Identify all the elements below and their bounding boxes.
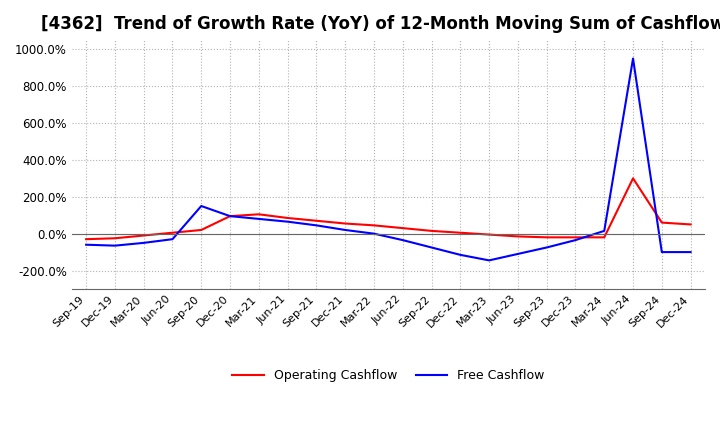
Free Cashflow	[657, 249, 666, 255]
Free Cashflow	[254, 216, 263, 222]
Free Cashflow	[82, 242, 91, 247]
Free Cashflow	[485, 258, 493, 263]
Free Cashflow	[312, 223, 320, 228]
Operating Cashflow	[140, 233, 148, 238]
Free Cashflow	[513, 251, 522, 257]
Operating Cashflow	[686, 222, 695, 227]
Operating Cashflow	[657, 220, 666, 225]
Free Cashflow	[283, 219, 292, 224]
Operating Cashflow	[111, 236, 120, 241]
Operating Cashflow	[254, 212, 263, 217]
Legend: Operating Cashflow, Free Cashflow: Operating Cashflow, Free Cashflow	[228, 364, 549, 387]
Operating Cashflow	[456, 230, 464, 235]
Operating Cashflow	[629, 176, 637, 181]
Operating Cashflow	[168, 230, 177, 235]
Free Cashflow	[398, 238, 407, 243]
Line: Operating Cashflow: Operating Cashflow	[86, 178, 690, 239]
Free Cashflow	[571, 238, 580, 243]
Operating Cashflow	[600, 235, 608, 240]
Operating Cashflow	[369, 223, 378, 228]
Operating Cashflow	[312, 218, 320, 224]
Title: [4362]  Trend of Growth Rate (YoY) of 12-Month Moving Sum of Cashflows: [4362] Trend of Growth Rate (YoY) of 12-…	[41, 15, 720, 33]
Free Cashflow	[226, 213, 235, 219]
Operating Cashflow	[226, 213, 235, 219]
Operating Cashflow	[398, 225, 407, 231]
Free Cashflow	[686, 249, 695, 255]
Free Cashflow	[600, 228, 608, 234]
Free Cashflow	[341, 227, 349, 233]
Line: Free Cashflow: Free Cashflow	[86, 59, 690, 260]
Free Cashflow	[369, 231, 378, 236]
Free Cashflow	[629, 56, 637, 61]
Operating Cashflow	[82, 237, 91, 242]
Operating Cashflow	[571, 235, 580, 240]
Operating Cashflow	[542, 235, 551, 240]
Free Cashflow	[542, 245, 551, 250]
Free Cashflow	[111, 243, 120, 248]
Operating Cashflow	[341, 221, 349, 226]
Free Cashflow	[197, 203, 206, 209]
Free Cashflow	[140, 240, 148, 246]
Operating Cashflow	[513, 234, 522, 239]
Free Cashflow	[168, 237, 177, 242]
Operating Cashflow	[283, 215, 292, 220]
Operating Cashflow	[197, 227, 206, 233]
Operating Cashflow	[427, 228, 436, 234]
Operating Cashflow	[485, 232, 493, 237]
Free Cashflow	[427, 245, 436, 250]
Free Cashflow	[456, 252, 464, 257]
